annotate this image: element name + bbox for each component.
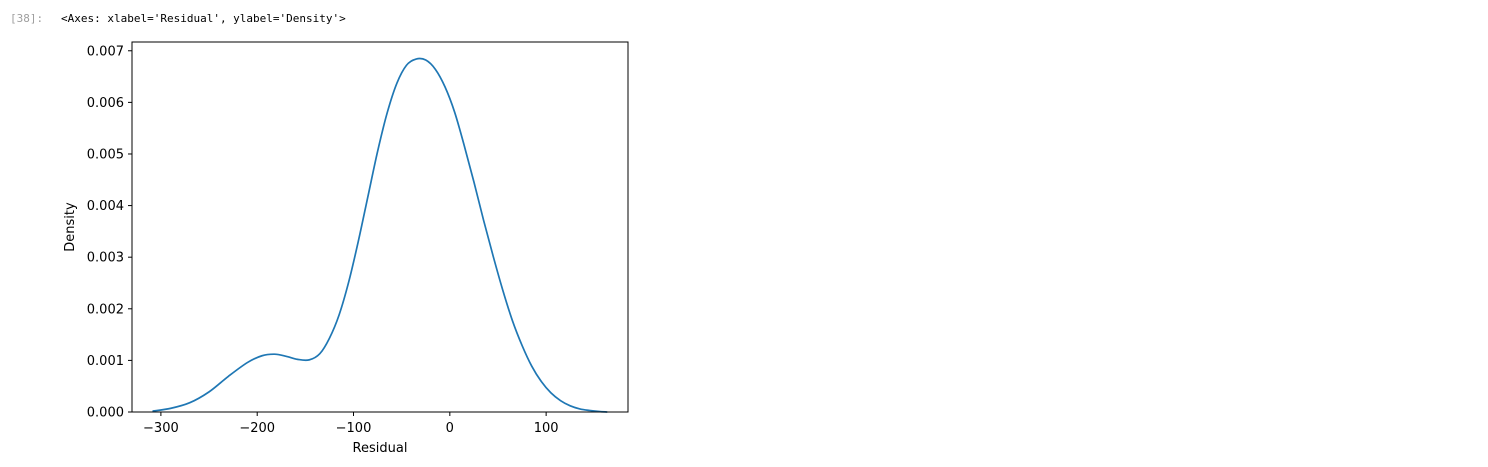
y-axis-ticks: 0.000 0.001 0.002 0.003 0.004 0.005 0.006 0.007 bbox=[87, 44, 132, 421]
axes-frame bbox=[131, 41, 629, 413]
y-tick-label: 0.005 bbox=[87, 147, 124, 162]
y-axis-label: Density bbox=[63, 202, 78, 252]
y-tick-label: 0.003 bbox=[87, 251, 124, 266]
density-curve bbox=[152, 57, 608, 413]
execution-count-prompt: [38]: bbox=[10, 12, 44, 25]
x-axis-ticks: −300 −200 −100 0 100 bbox=[143, 412, 559, 436]
x-tick-label: −100 bbox=[336, 421, 372, 436]
y-tick-label: 0.007 bbox=[87, 44, 124, 59]
y-tick-label: 0.002 bbox=[87, 302, 124, 317]
x-tick-label: 100 bbox=[534, 421, 559, 436]
y-tick-label: 0.004 bbox=[87, 199, 124, 214]
kde-plot: 0.000 0.001 0.002 0.003 0.004 0.005 0.006 0.007… bbox=[63, 41, 629, 456]
y-tick-label: 0.000 bbox=[87, 406, 124, 421]
x-tick-label: −200 bbox=[239, 421, 275, 436]
y-tick-label: 0.006 bbox=[87, 96, 124, 111]
output-repr-text: <Axes: xlabel='Residual', ylabel='Densit… bbox=[61, 12, 346, 25]
x-tick-label: −300 bbox=[143, 421, 179, 436]
y-tick-label: 0.001 bbox=[87, 354, 124, 369]
x-axis-label: Residual bbox=[353, 441, 408, 456]
x-tick-label: 0 bbox=[446, 421, 454, 436]
